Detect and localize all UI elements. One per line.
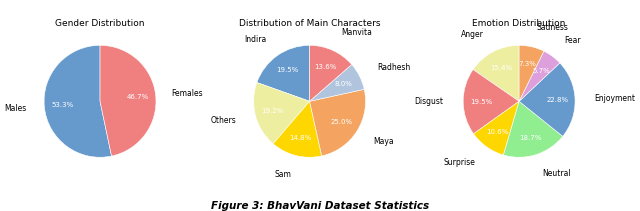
- Text: 19.5%: 19.5%: [470, 99, 492, 105]
- Text: 25.0%: 25.0%: [331, 119, 353, 125]
- Text: Disgust: Disgust: [415, 97, 444, 106]
- Text: 19.5%: 19.5%: [276, 67, 299, 73]
- Text: 14.8%: 14.8%: [289, 135, 312, 141]
- Title: Distribution of Main Characters: Distribution of Main Characters: [239, 19, 380, 28]
- Text: 53.3%: 53.3%: [51, 102, 74, 108]
- Wedge shape: [257, 45, 310, 101]
- Text: 18.7%: 18.7%: [520, 135, 541, 141]
- Wedge shape: [273, 101, 322, 157]
- Wedge shape: [463, 70, 519, 134]
- Text: Others: Others: [211, 116, 237, 125]
- Text: 15.4%: 15.4%: [490, 65, 513, 71]
- Wedge shape: [100, 45, 156, 156]
- Wedge shape: [504, 101, 563, 157]
- Title: Emotion Distribution: Emotion Distribution: [472, 19, 566, 28]
- Wedge shape: [519, 63, 575, 136]
- Text: 5.7%: 5.7%: [533, 68, 550, 74]
- Text: Surprise: Surprise: [444, 158, 476, 167]
- Text: Males: Males: [4, 104, 27, 114]
- Text: 13.6%: 13.6%: [314, 64, 337, 70]
- Text: Females: Females: [172, 89, 203, 98]
- Text: 19.2%: 19.2%: [262, 108, 284, 114]
- Text: 7.3%: 7.3%: [519, 61, 537, 67]
- Text: 46.7%: 46.7%: [127, 94, 149, 100]
- Wedge shape: [44, 45, 111, 157]
- Text: Neutral: Neutral: [542, 169, 570, 178]
- Wedge shape: [473, 45, 519, 101]
- Text: Fear: Fear: [564, 36, 580, 45]
- Wedge shape: [310, 89, 365, 156]
- Wedge shape: [253, 83, 310, 144]
- Text: Radhesh: Radhesh: [377, 63, 410, 72]
- Text: Figure 3: BhavVani Dataset Statistics: Figure 3: BhavVani Dataset Statistics: [211, 201, 429, 211]
- Text: 22.8%: 22.8%: [546, 97, 568, 103]
- Wedge shape: [310, 65, 364, 101]
- Text: Sam: Sam: [275, 170, 291, 179]
- Text: Maya: Maya: [373, 137, 394, 146]
- Text: Manvita: Manvita: [341, 28, 372, 37]
- Wedge shape: [310, 45, 352, 101]
- Wedge shape: [519, 45, 544, 101]
- Title: Gender Distribution: Gender Distribution: [55, 19, 145, 28]
- Text: Sadness: Sadness: [536, 23, 568, 32]
- Text: 10.6%: 10.6%: [486, 129, 508, 135]
- Wedge shape: [474, 101, 519, 155]
- Text: Anger: Anger: [461, 30, 484, 39]
- Text: Indira: Indira: [244, 35, 266, 44]
- Text: 8.0%: 8.0%: [335, 81, 353, 87]
- Wedge shape: [519, 51, 560, 101]
- Text: Enjoyment: Enjoyment: [595, 94, 636, 103]
